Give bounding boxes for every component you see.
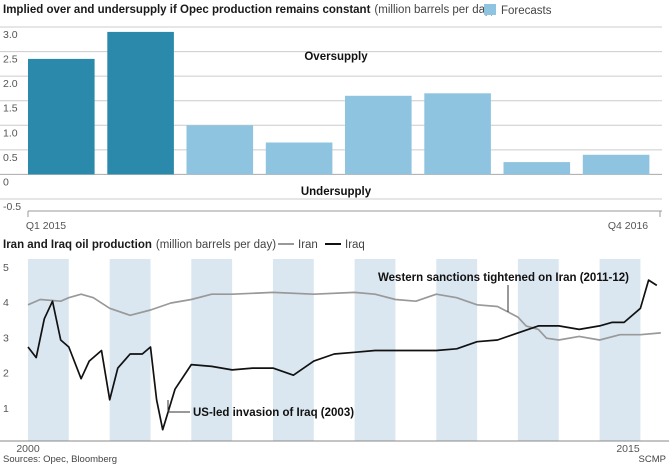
supply-bar-q4-2015 xyxy=(265,142,333,175)
production-chart-subtitle: (million barrels per day) xyxy=(156,239,276,251)
year-bands xyxy=(28,259,641,441)
sanctions-annotation: Western sanctions tightened on Iran (201… xyxy=(378,272,629,312)
supply-bar-q3-2016 xyxy=(503,162,571,175)
invasion-annotation: US-led invasion of Iraq (2003) xyxy=(167,400,354,419)
production-lines xyxy=(27,279,661,431)
production-y-tick-label: 5 xyxy=(3,262,9,274)
production-y-tick-label: 3 xyxy=(3,332,9,344)
oversupply-label: Oversupply xyxy=(304,51,368,63)
year-band xyxy=(28,259,69,441)
iraq-legend-label: Iraq xyxy=(345,239,365,251)
supply-bar-q2-2015 xyxy=(107,31,174,175)
iran-legend-label: Iran xyxy=(298,239,318,251)
year-band xyxy=(191,259,233,441)
supply-x-label-last: Q4 2016 xyxy=(608,220,648,232)
production-x-label-2015: 2015 xyxy=(616,443,640,455)
supply-chart-title: Implied over and undersupply if Opec pro… xyxy=(3,4,371,16)
supply-y-tick-label: 1.0 xyxy=(3,127,18,139)
supply-y-tick-label: 2.0 xyxy=(3,78,18,90)
supply-bar-q2-2016 xyxy=(424,93,491,175)
supply-x-label-first: Q1 2015 xyxy=(26,220,66,232)
production-chart-title-line: Iran and Iraq oil production (million bar… xyxy=(3,239,276,251)
year-band xyxy=(599,259,641,441)
supply-bar-q4-2016 xyxy=(582,154,650,175)
year-band xyxy=(109,259,151,441)
forecast-legend-swatch xyxy=(484,4,496,15)
production-y-tick-label: 4 xyxy=(3,297,9,309)
iraq-production-line xyxy=(27,279,658,431)
supply-bar-q1-2016 xyxy=(345,95,412,175)
supply-chart-title-line: Implied over and undersupply if Opec pro… xyxy=(3,4,495,16)
supply-y-tick-label: 0.5 xyxy=(3,152,18,164)
production-y-tick-label: 1 xyxy=(3,403,9,415)
sources-note: Sources: Opec, Bloomberg xyxy=(3,454,117,465)
invasion-annotation-text: US-led invasion of Iraq (2003) xyxy=(193,407,354,419)
supply-y-tick-label: 2.5 xyxy=(3,54,18,66)
supply-y-tick-label: 3.0 xyxy=(3,29,18,41)
production-chart-title: Iran and Iraq oil production xyxy=(3,239,152,251)
production-x-label-2000: 2000 xyxy=(16,443,40,455)
supply-bar-q1-2015 xyxy=(28,58,95,175)
supply-y-ticks: 3.0 2.5 2.0 1.5 1.0 0.5 0 -0.5 xyxy=(3,29,21,213)
iran-production-line xyxy=(27,291,661,341)
credit-note: SCMP xyxy=(639,454,666,465)
year-band xyxy=(273,259,314,441)
production-y-tick-label: 2 xyxy=(3,368,9,380)
year-band xyxy=(517,259,559,441)
supply-bar-q3-2015 xyxy=(186,125,254,175)
undersupply-label: Undersupply xyxy=(301,186,372,198)
supply-chart: Implied over and undersupply if Opec pro… xyxy=(0,4,662,232)
supply-y-tick-label: 0 xyxy=(3,176,9,188)
supply-y-tick-label: 1.5 xyxy=(3,103,18,115)
forecast-legend-label: Forecasts xyxy=(501,5,552,17)
sanctions-annotation-text: Western sanctions tightened on Iran (201… xyxy=(378,272,629,284)
supply-chart-subtitle: (million barrels per day) xyxy=(374,4,494,16)
supply-bars xyxy=(28,31,650,175)
supply-y-tick-label: -0.5 xyxy=(3,201,21,213)
production-y-ticks: 5 4 3 2 1 xyxy=(3,262,9,415)
production-chart: Iran and Iraq oil production (million bar… xyxy=(0,239,669,442)
